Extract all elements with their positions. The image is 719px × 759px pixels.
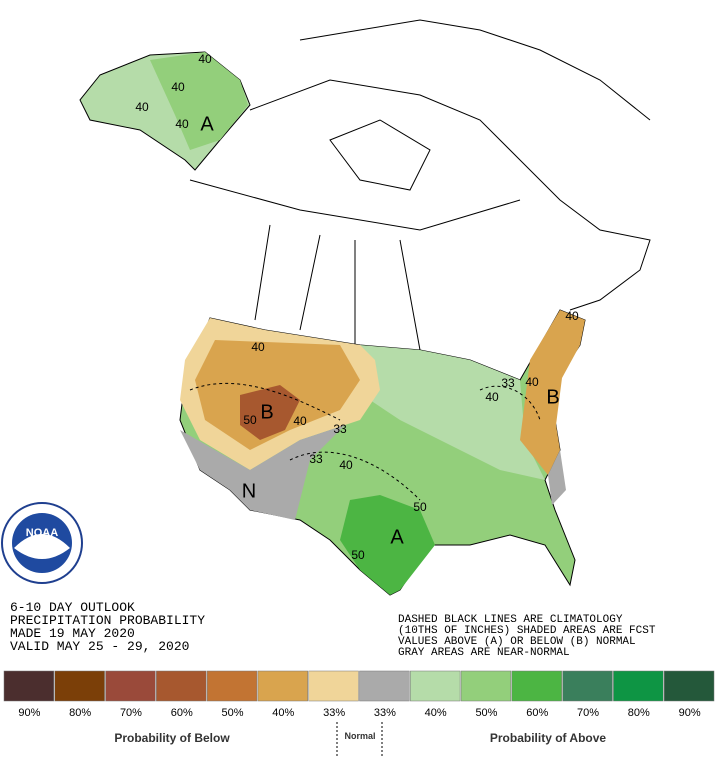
- legend-swatch: [156, 670, 207, 702]
- note-line: (10THS OF INCHES) SHADED AREAS ARE FCST: [398, 625, 656, 637]
- below-50: [240, 385, 300, 440]
- title-line: VALID MAY 25 - 29, 2020: [10, 639, 189, 654]
- category-letter: B: [546, 386, 559, 408]
- legend-label: 33%: [374, 707, 396, 719]
- note-line: DASHED BLACK LINES ARE CLIMATOLOGY: [398, 614, 623, 626]
- legend-label: 50%: [222, 707, 244, 719]
- contour-label: 33: [309, 452, 323, 466]
- legend-label: 80%: [69, 707, 91, 719]
- legend: 90% 80% 70% 60% 50% 40% 33% 33% 40% 50% 60% 70% 80% 9…: [3, 670, 715, 719]
- contour-label: 50: [413, 500, 427, 514]
- legend-label: 60%: [526, 707, 548, 719]
- legend-swatch: [308, 670, 359, 702]
- title-line: MADE 19 MAY 2020: [10, 626, 135, 641]
- category-letter: B: [260, 401, 273, 423]
- legend-swatch: [663, 670, 715, 702]
- contour-label: 40: [171, 80, 185, 94]
- legend-label: 40%: [272, 707, 294, 719]
- contour-label: 40: [135, 100, 149, 114]
- title-line: PRECIPITATION PROBABILITY: [10, 613, 205, 628]
- alaska-shade: [150, 52, 248, 150]
- contour-label: 50: [351, 548, 365, 562]
- legend-swatch: [257, 670, 308, 702]
- legend-swatch: [54, 670, 105, 702]
- category-letter: N: [242, 480, 256, 502]
- legend-swatch: [105, 670, 156, 702]
- legend-label: 33%: [323, 707, 345, 719]
- legend-label: 60%: [171, 707, 193, 719]
- contour-label: 40: [339, 458, 353, 472]
- legend-swatch: [613, 670, 664, 702]
- outlook-title: 6-10 DAY OUTLOOK PRECIPITATION PROBABILI…: [10, 600, 205, 654]
- contour-label: 40: [293, 414, 307, 428]
- noaa-logo: NOAA: [1, 502, 83, 584]
- legend-swatch: [359, 670, 410, 702]
- legend-swatch: [3, 670, 55, 702]
- climatology-lines: [189, 382, 541, 501]
- note-line: VALUES ABOVE (A) OR BELOW (B) NORMAL: [398, 636, 636, 648]
- note-line: GRAY AREAS ARE NEAR-NORMAL: [398, 647, 570, 659]
- legend-label: 80%: [628, 707, 650, 719]
- contour-label: 40: [485, 390, 499, 404]
- legend-below: Probability of Below: [114, 731, 230, 745]
- legend-label: 50%: [475, 707, 497, 719]
- contour-label: 33: [333, 422, 347, 436]
- east-normal: [548, 450, 566, 505]
- canada-outline: [189, 19, 651, 351]
- contour-label: 40: [175, 117, 189, 131]
- contour-label: 40: [251, 340, 265, 354]
- legend-label: 40%: [425, 707, 447, 719]
- legend-swatch: [206, 670, 258, 702]
- legend-label: 70%: [577, 707, 599, 719]
- legend-swatch: [511, 670, 562, 702]
- category-letter: A: [390, 526, 404, 548]
- notes: DASHED BLACK LINES ARE CLIMATOLOGY (10TH…: [398, 614, 656, 659]
- legend-label: 70%: [120, 707, 142, 719]
- above-60: [340, 495, 435, 595]
- legend-label: 90%: [679, 707, 701, 719]
- legend-swatch: [410, 670, 461, 702]
- legend-swatch: [460, 670, 512, 702]
- contour-label: 50: [243, 413, 257, 427]
- legend-normal: Normal: [344, 731, 375, 741]
- above-33: [360, 345, 545, 480]
- legend-label: 90%: [18, 707, 40, 719]
- legend-swatch: [562, 670, 613, 702]
- near-normal: [180, 425, 345, 520]
- contour-label: 40: [198, 52, 212, 66]
- title-line: 6-10 DAY OUTLOOK: [10, 600, 135, 615]
- east-below: [520, 310, 585, 475]
- contour-label: 33: [501, 376, 515, 390]
- logo-text: NOAA: [26, 527, 58, 539]
- category-letter: A: [200, 113, 214, 135]
- map-labels: 40 40 40 40 A 40 50 B 40 33 33 40 N A 50…: [135, 52, 579, 562]
- legend-above: Probability of Above: [490, 731, 607, 745]
- contour-label: 40: [525, 375, 539, 389]
- contour-label: 40: [565, 309, 579, 323]
